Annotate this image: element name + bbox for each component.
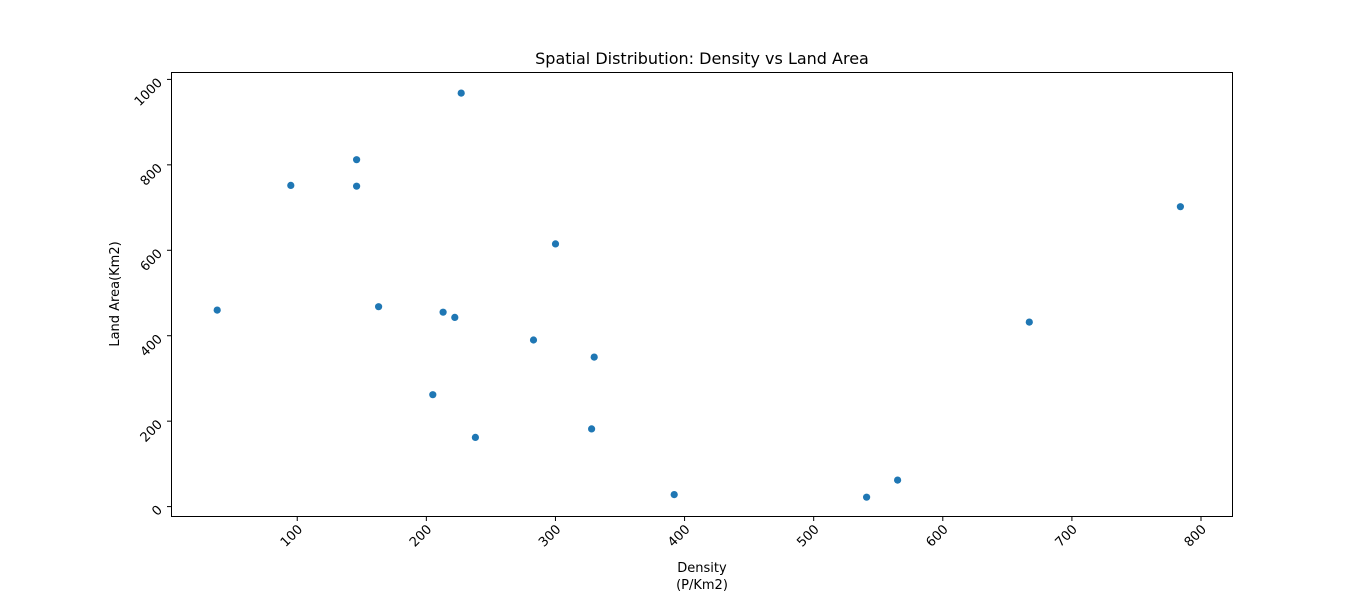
data-point-4 [375,303,383,311]
x-axis-label: Density [677,561,727,576]
x-tick-label: 300 [536,522,564,550]
data-point-1 [287,181,295,189]
plot-frame [171,72,1233,517]
y-tick-label: 0 [149,503,165,519]
y-tick-label: 600 [138,247,166,275]
data-point-8 [457,89,465,97]
x-tick-label: 500 [794,522,822,550]
data-point-10 [529,336,538,344]
data-point-11 [551,240,560,248]
y-axis-label: Land Area(Km2) [108,241,123,346]
data-point-14 [670,491,678,499]
data-point-15 [863,493,871,501]
y-axis-ticks: 0 200 400 600 800 1000 [132,76,172,519]
y-tick-label: 200 [138,417,166,445]
data-point-2 [353,156,361,164]
data-point-0 [213,306,221,314]
x-tick-label: 800 [1182,522,1210,550]
data-point-7 [451,313,459,321]
data-point-13 [590,353,598,361]
data-point-16 [894,476,902,484]
data-point-5 [429,391,437,399]
y-tick-label: 400 [138,332,166,360]
chart-title: Spatial Distribution: Density vs Land Ar… [535,49,869,68]
x-axis-ticks: 100 200 300 400 500 600 700 800 [278,516,1210,550]
y-tick-label: 800 [138,161,166,189]
data-point-6 [439,308,447,316]
x-tick-label: 600 [923,522,951,550]
data-point-18 [1176,203,1184,211]
data-point-9 [471,433,479,441]
points-layer [213,89,1184,501]
data-point-17 [1025,318,1033,326]
y-tick-label: 1000 [132,76,166,110]
x-tick-label: 200 [407,522,435,550]
x-tick-label: 400 [665,522,693,550]
x-tick-label: 100 [278,522,306,550]
data-point-3 [353,182,361,190]
x-tick-label: 700 [1053,522,1081,550]
x-axis-label-unit: (P/Km2) [676,578,728,593]
data-point-12 [588,425,596,433]
